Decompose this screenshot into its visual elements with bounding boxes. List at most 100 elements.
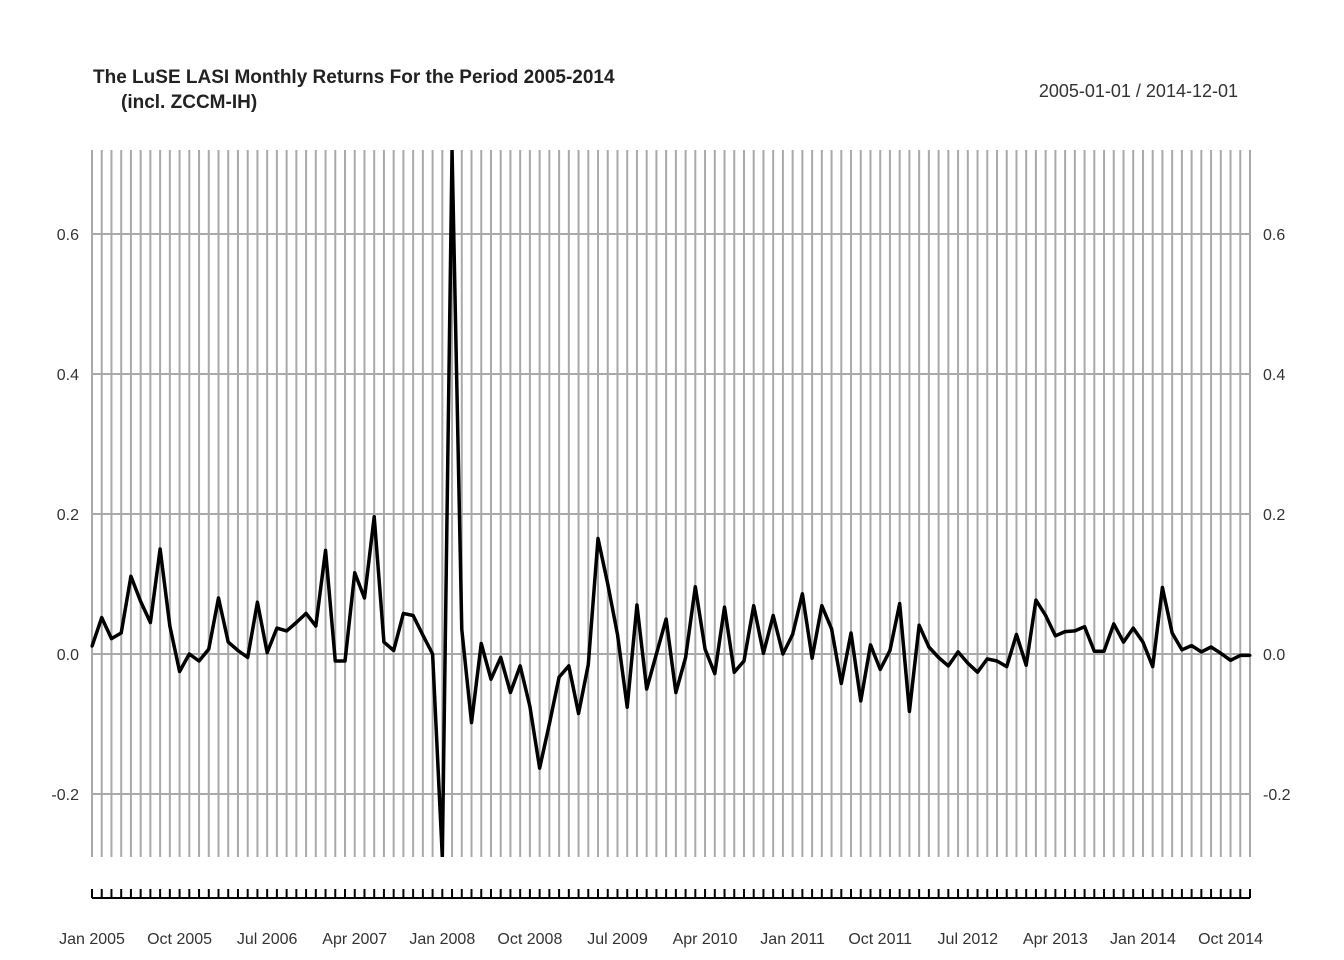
- data-point: [547, 722, 551, 726]
- data-point: [538, 766, 542, 770]
- data-point: [1073, 629, 1077, 633]
- data-point: [937, 656, 941, 659]
- data-point: [382, 640, 386, 644]
- data-point: [1014, 632, 1018, 636]
- data-point: [1219, 651, 1223, 655]
- data-point: [392, 649, 396, 652]
- data-point: [966, 661, 970, 665]
- data-point: [518, 664, 522, 668]
- returns-line: [90, 150, 1250, 857]
- data-point: [771, 614, 775, 617]
- data-point: [470, 721, 474, 725]
- data-point: [703, 647, 707, 651]
- y-tick-label-left: -0.2: [51, 787, 79, 804]
- data-point: [878, 667, 882, 671]
- data-point: [820, 604, 824, 608]
- data-point: [1034, 598, 1038, 602]
- data-point: [246, 656, 250, 659]
- data-point: [1083, 625, 1087, 629]
- data-point: [197, 659, 201, 663]
- data-point: [158, 547, 162, 551]
- data-point: [1160, 586, 1164, 589]
- data-point: [343, 659, 347, 663]
- data-point: [946, 664, 950, 668]
- data-point: [567, 664, 571, 668]
- data-point: [236, 649, 240, 652]
- x-tick-label: Jul 2012: [938, 931, 999, 948]
- y-tick-label-left: 0.2: [57, 507, 79, 524]
- horizontal-gridlines: [92, 233, 1250, 795]
- data-point: [907, 709, 911, 713]
- data-point: [635, 603, 639, 607]
- y-tick-label-right: 0.6: [1263, 227, 1285, 244]
- data-point: [353, 571, 357, 575]
- data-point: [596, 537, 600, 540]
- x-tick-label: Apr 2013: [1023, 931, 1088, 948]
- data-point: [431, 652, 435, 656]
- y-tick-label-right: 0.4: [1263, 367, 1285, 384]
- x-tick-label: Apr 2007: [322, 931, 387, 948]
- x-tick-label: Jan 2008: [409, 931, 475, 948]
- data-point: [1229, 658, 1233, 662]
- data-point: [148, 621, 152, 624]
- data-point: [1180, 648, 1184, 652]
- data-point: [265, 651, 269, 655]
- data-point: [713, 672, 717, 676]
- x-tick-label: Oct 2011: [848, 931, 912, 948]
- y-tick-label-left: 0.0: [57, 647, 79, 664]
- data-point: [401, 611, 405, 615]
- data-point: [90, 644, 94, 648]
- data-point: [1199, 650, 1203, 654]
- data-point: [761, 651, 765, 655]
- data-point: [275, 626, 279, 630]
- data-point: [333, 659, 337, 663]
- data-point: [1024, 663, 1028, 667]
- data-point: [255, 600, 259, 604]
- data-point: [625, 705, 629, 709]
- data-point: [615, 632, 619, 636]
- data-point: [732, 670, 736, 674]
- y-tick-label-left: 0.4: [57, 367, 79, 384]
- x-axis: Jan 2005 Oct 2005 Jul 2006 Apr 2007 Jan 2008…: [59, 889, 1263, 948]
- x-tick-label: Jan 2011: [760, 931, 825, 948]
- data-point: [362, 596, 366, 600]
- x-tick-label: Jul 2009: [587, 931, 648, 948]
- data-point: [800, 592, 804, 596]
- data-point: [1190, 644, 1194, 648]
- data-point: [285, 629, 289, 633]
- data-point: [187, 652, 191, 656]
- y-tick-label-right: 0.2: [1263, 507, 1285, 524]
- data-point: [898, 602, 902, 606]
- data-point: [810, 656, 814, 660]
- data-point: [645, 687, 649, 691]
- data-point: [976, 670, 980, 674]
- data-point: [995, 659, 999, 663]
- data-point: [1092, 649, 1096, 653]
- data-point: [723, 605, 727, 609]
- data-point: [693, 585, 697, 589]
- data-point: [557, 675, 561, 679]
- data-point: [411, 614, 415, 617]
- data-point: [752, 604, 756, 608]
- data-point: [606, 582, 610, 586]
- data-point: [654, 652, 658, 656]
- data-point: [119, 631, 123, 635]
- data-point: [217, 596, 221, 600]
- data-point: [314, 624, 318, 628]
- data-point: [479, 642, 483, 645]
- data-point: [1151, 665, 1155, 669]
- data-point: [168, 624, 172, 628]
- data-point: [1248, 653, 1252, 657]
- data-point: [324, 548, 328, 552]
- data-point: [1044, 614, 1048, 617]
- data-point: [440, 855, 444, 857]
- data-point: [450, 150, 454, 152]
- x-tick-label: Oct 2014: [1198, 931, 1263, 948]
- data-point: [1005, 665, 1009, 669]
- x-tick-label: Oct 2008: [497, 931, 562, 948]
- data-point: [684, 656, 688, 659]
- data-point: [839, 681, 843, 685]
- data-point: [791, 632, 795, 636]
- data-point: [1063, 630, 1067, 634]
